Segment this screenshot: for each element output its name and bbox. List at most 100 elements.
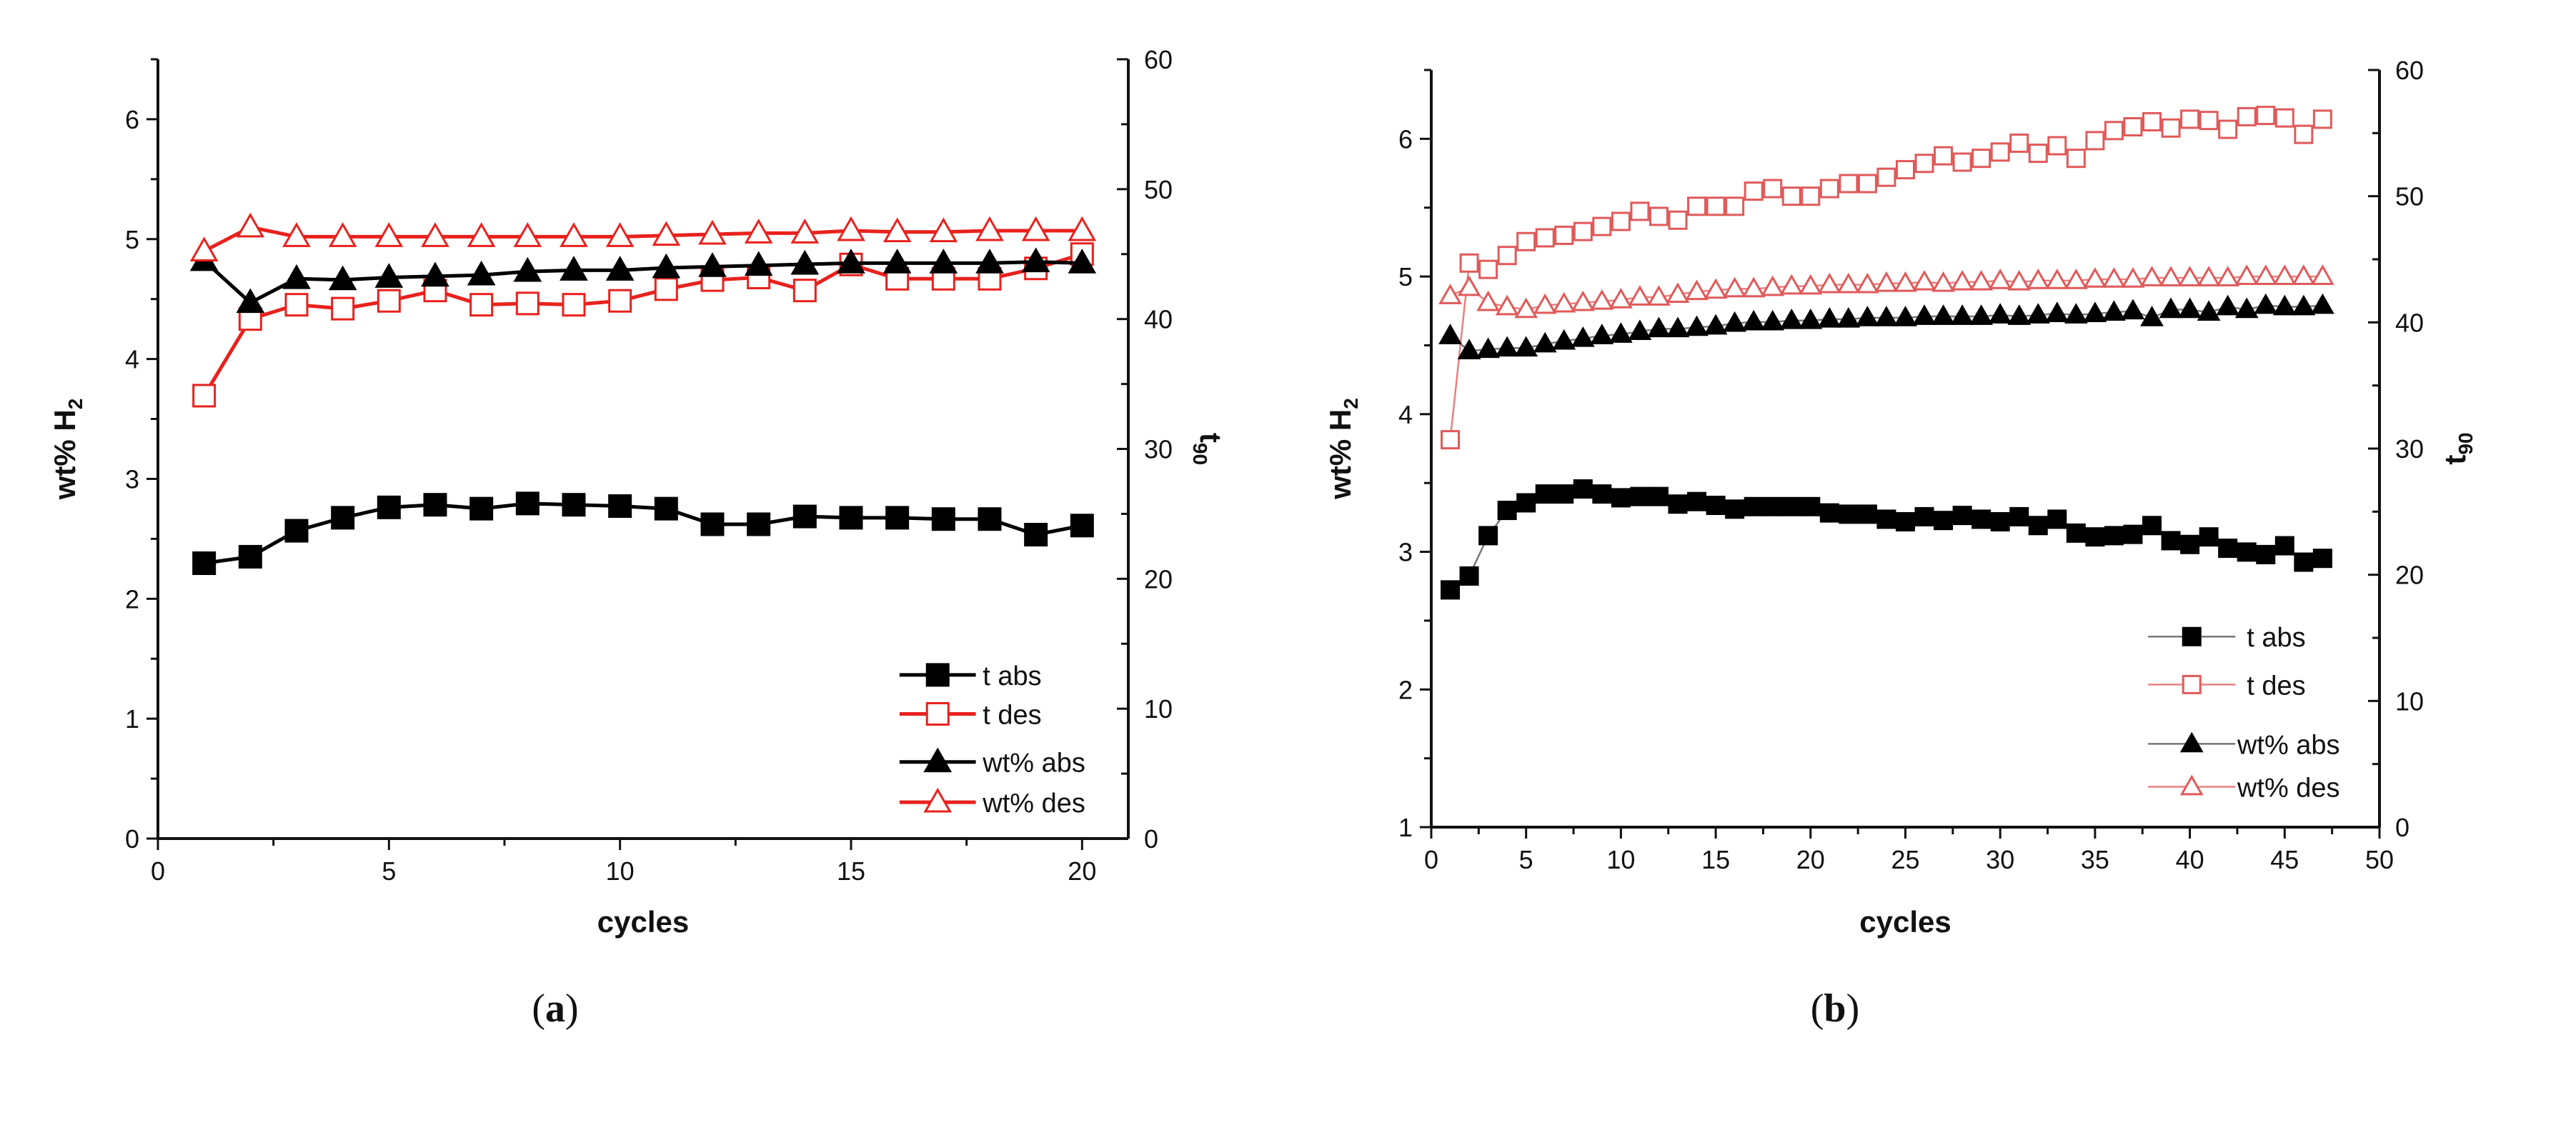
data-point: [1761, 309, 1785, 331]
y2-tick-label: 30: [2395, 434, 2424, 464]
legend-marker: [2182, 626, 2202, 646]
data-point: [2274, 536, 2294, 556]
data-point: [1552, 329, 1576, 350]
data-point: [562, 493, 586, 517]
data-point: [2310, 293, 2334, 314]
data-point: [2028, 516, 2048, 536]
y2-tick-label: 10: [2395, 686, 2424, 716]
legend-label: wt% des: [982, 789, 1085, 819]
data-point: [1839, 504, 1859, 524]
figure-caption: (b): [1811, 986, 1859, 1031]
x-tick-label: 10: [1606, 845, 1635, 874]
data-point: [1857, 504, 1877, 524]
data-point: [1630, 486, 1650, 506]
y-tick-label: 1: [125, 704, 139, 734]
data-point: [1571, 290, 1595, 311]
data-point: [1952, 506, 1972, 526]
data-point: [837, 216, 865, 241]
data-point: [1024, 523, 1048, 547]
data-point: [2142, 516, 2162, 536]
data-point: [1914, 506, 1934, 526]
data-point: [1896, 511, 1915, 531]
data-point: [2199, 111, 2219, 131]
y2-tick-label: 50: [2395, 182, 2424, 211]
data-point: [654, 496, 678, 521]
data-point: [1438, 284, 1462, 304]
y-tick-label: 4: [1398, 400, 1413, 429]
x-axis-title: cycles: [597, 905, 689, 939]
data-point: [1744, 181, 1764, 201]
data-point: [374, 263, 404, 288]
data-point: [1021, 247, 1050, 273]
data-point: [1590, 324, 1614, 344]
data-point: [2009, 133, 2029, 153]
y-tick-label: 3: [1398, 538, 1413, 567]
y2-axis-title-main: t: [1194, 433, 1228, 443]
legend-item: wt% abs: [2148, 730, 2340, 760]
data-point: [2102, 300, 2126, 321]
data-point: [374, 222, 404, 247]
legend-marker: [923, 787, 953, 813]
data-point: [2007, 269, 2032, 291]
y2-tick-label: 20: [2395, 561, 2424, 590]
data-point: [1478, 259, 1498, 279]
y-tick-label: 2: [1398, 675, 1413, 704]
data-point: [1687, 491, 1707, 511]
legend-marker: [925, 701, 950, 726]
data-point: [2216, 266, 2240, 286]
legend-marker: [2182, 674, 2202, 694]
data-point: [1573, 221, 1593, 241]
x-tick-label: 0: [151, 856, 165, 886]
data-point: [929, 249, 958, 274]
y2-tick-label: 40: [2395, 308, 2424, 337]
data-point: [1836, 272, 1861, 294]
data-point: [1021, 216, 1050, 241]
data-point: [1801, 496, 1821, 516]
legend-item: t des: [899, 700, 1042, 730]
data-point: [1478, 526, 1498, 546]
data-point: [1647, 316, 1671, 338]
data-point: [790, 249, 820, 275]
data-point: [2066, 523, 2086, 543]
data-point: [608, 289, 632, 313]
data-point: [700, 512, 725, 536]
data-point: [1819, 503, 1839, 523]
data-point: [2085, 527, 2105, 547]
data-point: [1934, 511, 1954, 531]
data-point: [1573, 479, 1593, 499]
x-tick-label: 10: [606, 856, 635, 886]
data-point: [1495, 336, 1519, 357]
x-tick-label: 5: [382, 856, 396, 886]
data-point: [1725, 499, 1745, 519]
data-point: [1628, 285, 1652, 306]
data-point: [1706, 196, 1726, 216]
y2-tick-label: 0: [1144, 824, 1158, 854]
data-point: [2292, 264, 2316, 285]
data-point: [1685, 279, 1709, 301]
data-point: [1497, 246, 1517, 266]
data-point: [2083, 267, 2107, 288]
data-point: [1554, 484, 1574, 504]
data-point: [2254, 293, 2278, 314]
data-point: [2180, 109, 2200, 129]
data-point: [2197, 300, 2221, 321]
data-point: [1552, 291, 1576, 313]
data-point: [331, 296, 355, 321]
data-point: [1990, 511, 2010, 531]
data-point: [1590, 289, 1614, 310]
y2-axis-title-sub: 90: [2455, 432, 2477, 454]
data-point: [1836, 307, 1861, 328]
data-point: [792, 504, 817, 529]
data-point: [467, 222, 496, 247]
data-point: [1799, 308, 1823, 329]
y-tick-label: 3: [125, 464, 139, 494]
data-point: [837, 249, 865, 274]
data-point: [1459, 566, 1479, 586]
data-point: [1666, 282, 1690, 303]
data-point: [885, 506, 910, 530]
x-tick-label: 50: [2365, 845, 2394, 874]
data-point: [1876, 167, 1896, 187]
y-axis-title-main: wt% H: [1323, 409, 1357, 500]
x-tick-label: 20: [1068, 856, 1096, 886]
